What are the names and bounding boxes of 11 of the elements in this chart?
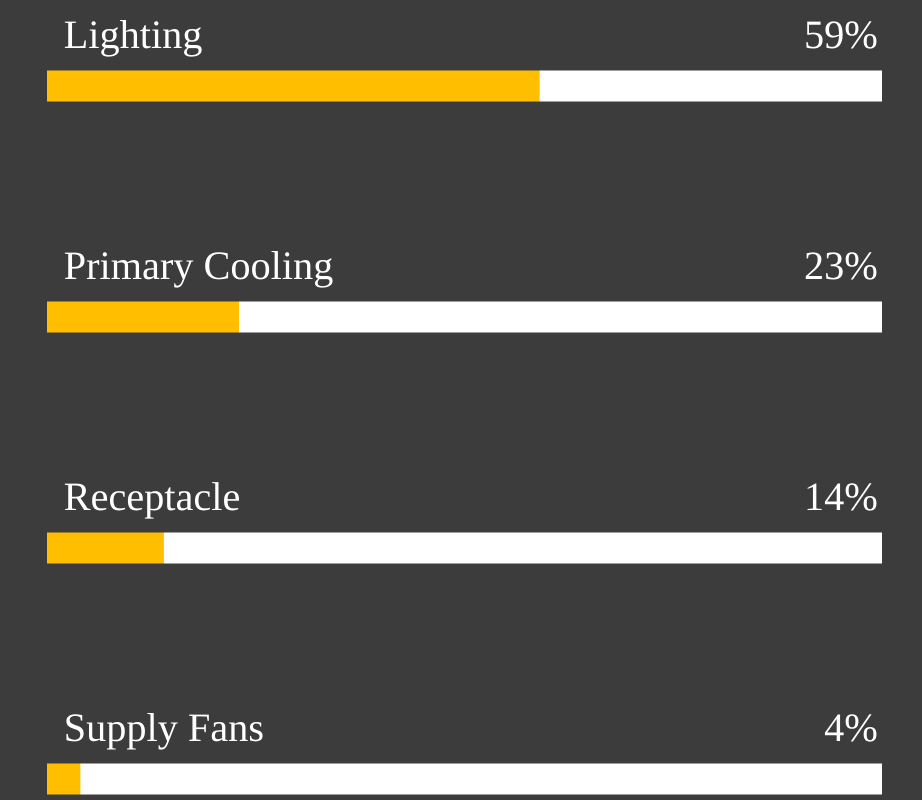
y-tick-label: Lighting	[64, 20, 202, 57]
y-tick-label: Primary Cooling	[64, 251, 333, 288]
bar	[47, 302, 240, 332]
data-label: 59%	[806, 21, 876, 49]
y-tick-label: Receptacle	[64, 482, 239, 519]
bar	[47, 532, 164, 564]
data-label: 23%	[806, 252, 876, 280]
y-tick-label: Supply Fans	[66, 713, 263, 750]
data-label: 14%	[808, 483, 876, 511]
bar	[47, 764, 80, 794]
data-label: 4%	[824, 714, 876, 742]
